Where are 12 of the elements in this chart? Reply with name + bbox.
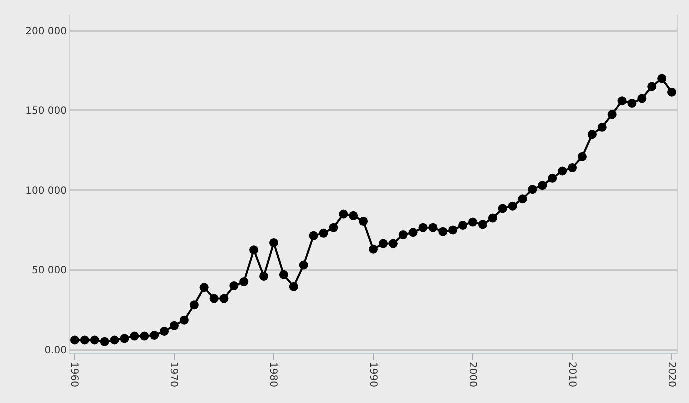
y-tick-label: 100 000 [26,186,67,197]
x-tick-label: 2010 [566,362,578,388]
x-tick-label: 1960 [68,362,80,388]
x-tick-label: 2000 [466,362,478,388]
x-tick-label: 1980 [268,362,279,388]
x-tick-label: 1970 [168,362,180,388]
y-tick-label: 150 000 [26,106,67,118]
y-tick-label: 200 000 [26,26,67,38]
y-tick-label: 50 000 [32,266,67,277]
y-tick-label: 0.00 [44,345,67,356]
x-tick-label: 2020 [666,362,677,388]
x-tick-label: 1990 [367,362,378,388]
